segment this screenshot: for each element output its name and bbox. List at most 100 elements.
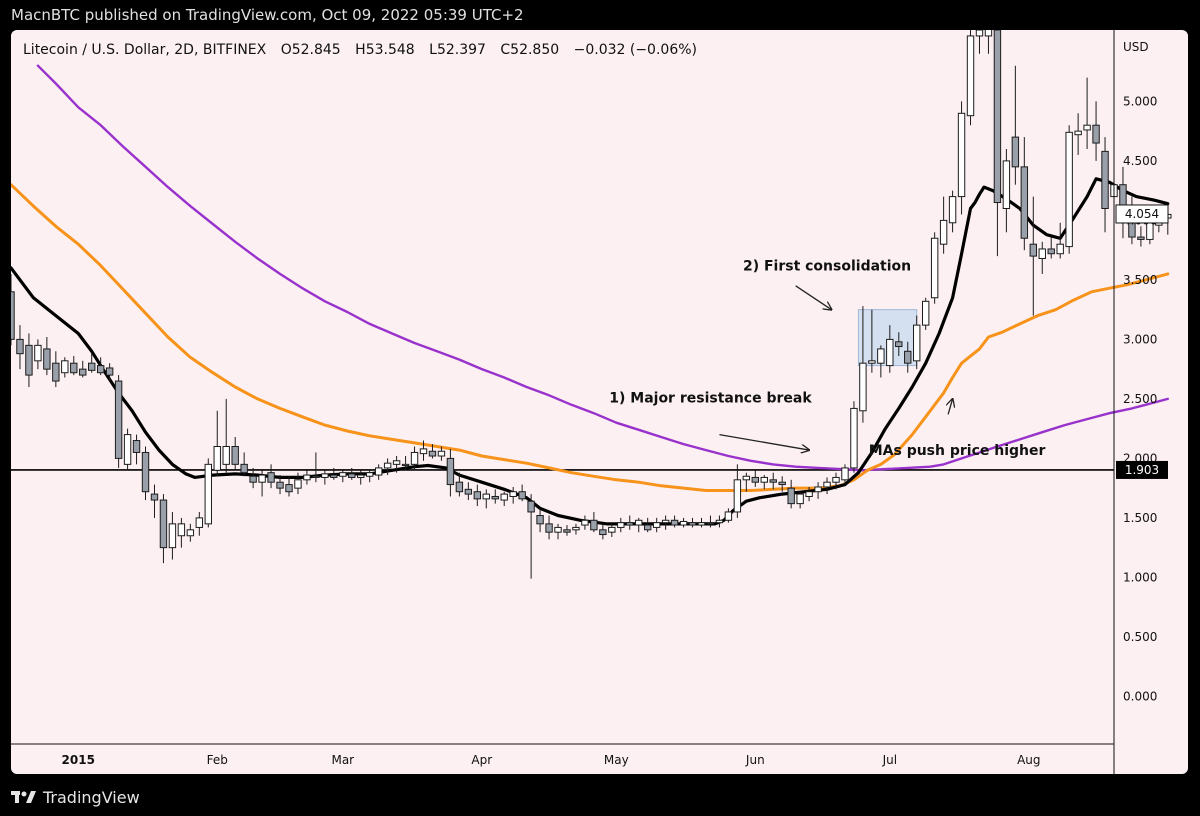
candle[interactable] bbox=[1065, 125, 1073, 254]
candle[interactable] bbox=[778, 476, 786, 492]
candle[interactable] bbox=[527, 494, 535, 579]
candle[interactable] bbox=[401, 456, 410, 471]
candle[interactable] bbox=[186, 523, 195, 542]
candle[interactable] bbox=[34, 339, 42, 370]
candle[interactable] bbox=[231, 436, 239, 471]
candle[interactable] bbox=[966, 30, 975, 126]
candle[interactable] bbox=[572, 523, 580, 535]
candle[interactable] bbox=[204, 458, 212, 528]
price-axis[interactable]: 0.0000.5001.0001.5002.0002.5003.0003.500… bbox=[1123, 94, 1157, 703]
candle[interactable] bbox=[491, 489, 499, 504]
candle[interactable] bbox=[500, 491, 508, 506]
candle[interactable] bbox=[957, 101, 966, 215]
candle[interactable] bbox=[267, 464, 275, 489]
candle[interactable] bbox=[249, 467, 257, 489]
candle[interactable] bbox=[948, 190, 957, 233]
candle[interactable] bbox=[670, 515, 679, 528]
candle[interactable] bbox=[312, 452, 320, 483]
candle[interactable] bbox=[706, 515, 715, 528]
candle[interactable] bbox=[446, 448, 455, 497]
candle[interactable] bbox=[1020, 137, 1029, 251]
candle[interactable] bbox=[1047, 237, 1055, 259]
candle[interactable] bbox=[859, 306, 867, 423]
candle[interactable] bbox=[222, 398, 230, 473]
candle[interactable] bbox=[877, 345, 885, 378]
candle[interactable] bbox=[43, 337, 51, 376]
candle[interactable] bbox=[895, 332, 903, 357]
candle[interactable] bbox=[617, 517, 625, 533]
candle[interactable] bbox=[563, 525, 571, 536]
candle[interactable] bbox=[841, 464, 849, 485]
candle[interactable] bbox=[392, 456, 401, 473]
candle[interactable] bbox=[697, 517, 706, 528]
candle[interactable] bbox=[213, 410, 221, 477]
candle[interactable] bbox=[930, 232, 939, 304]
candle[interactable] bbox=[70, 356, 78, 376]
candle[interactable] bbox=[105, 363, 114, 382]
candle[interactable] bbox=[1119, 166, 1127, 239]
price-chart[interactable]: 2) First consolidation 1) Major resistanc… bbox=[11, 30, 1188, 774]
candle[interactable] bbox=[240, 452, 248, 477]
candle[interactable] bbox=[1083, 77, 1091, 149]
candle[interactable] bbox=[464, 482, 473, 501]
candle[interactable] bbox=[419, 440, 428, 461]
candle[interactable] bbox=[52, 351, 60, 387]
candle[interactable] bbox=[868, 309, 876, 373]
candle[interactable] bbox=[590, 511, 598, 533]
candle[interactable] bbox=[652, 517, 661, 533]
candle[interactable] bbox=[482, 489, 490, 509]
candle[interactable] bbox=[1074, 113, 1082, 155]
candle[interactable] bbox=[787, 479, 795, 509]
candle[interactable] bbox=[88, 353, 96, 373]
candle[interactable] bbox=[850, 401, 858, 473]
candle[interactable] bbox=[724, 508, 733, 523]
candle[interactable] bbox=[321, 470, 329, 485]
candle[interactable] bbox=[554, 523, 562, 540]
candle[interactable] bbox=[518, 484, 526, 502]
candle[interactable] bbox=[939, 196, 948, 254]
candle[interactable] bbox=[904, 341, 912, 373]
candle[interactable] bbox=[608, 523, 616, 537]
candle[interactable] bbox=[276, 475, 284, 495]
candle[interactable] bbox=[832, 472, 840, 490]
candle[interactable] bbox=[339, 470, 347, 483]
candle[interactable] bbox=[742, 472, 751, 492]
candle[interactable] bbox=[330, 467, 338, 480]
candle[interactable] bbox=[805, 486, 813, 502]
candle[interactable] bbox=[177, 517, 186, 548]
candle[interactable] bbox=[1056, 222, 1064, 259]
candle[interactable] bbox=[823, 477, 831, 495]
candle[interactable] bbox=[348, 467, 356, 480]
candle[interactable] bbox=[984, 30, 993, 54]
candle[interactable] bbox=[733, 464, 742, 518]
candle[interactable] bbox=[635, 517, 643, 533]
candle[interactable] bbox=[1011, 65, 1020, 185]
candle[interactable] bbox=[25, 333, 33, 387]
candle[interactable] bbox=[383, 458, 392, 476]
candle[interactable] bbox=[1101, 137, 1109, 233]
candle[interactable] bbox=[96, 357, 105, 376]
candle[interactable] bbox=[141, 446, 150, 501]
candle[interactable] bbox=[993, 30, 1002, 257]
candle[interactable] bbox=[428, 444, 437, 459]
candle[interactable] bbox=[473, 484, 482, 506]
candle[interactable] bbox=[921, 297, 930, 330]
candle[interactable] bbox=[545, 515, 553, 540]
candle[interactable] bbox=[258, 470, 266, 497]
candle[interactable] bbox=[132, 434, 141, 465]
candle[interactable] bbox=[11, 273, 15, 346]
candle[interactable] bbox=[150, 484, 159, 518]
candle[interactable] bbox=[599, 523, 607, 540]
candle[interactable] bbox=[123, 428, 132, 471]
candle[interactable] bbox=[1038, 241, 1046, 274]
candle[interactable] bbox=[114, 375, 123, 468]
candle[interactable] bbox=[913, 315, 921, 370]
candle[interactable] bbox=[79, 360, 87, 378]
candle[interactable] bbox=[303, 470, 311, 485]
time-axis[interactable]: 2015 Feb Mar Apr May Jun Jul Aug bbox=[62, 753, 1041, 767]
candle[interactable] bbox=[374, 464, 383, 480]
candle[interactable] bbox=[1092, 101, 1100, 161]
candle[interactable] bbox=[437, 446, 446, 461]
candle[interactable] bbox=[509, 486, 517, 504]
candle[interactable] bbox=[159, 494, 168, 564]
